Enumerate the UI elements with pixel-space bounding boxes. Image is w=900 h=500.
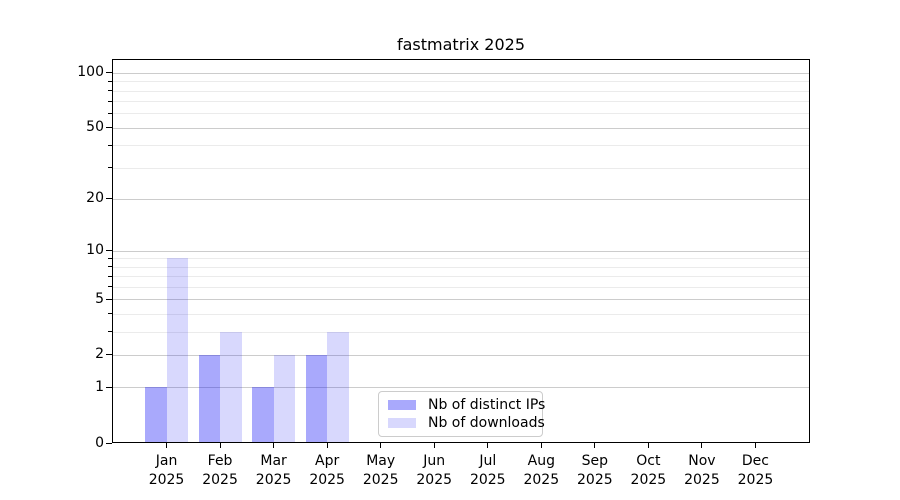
y-minor-tick-80: [108, 90, 112, 92]
y-minor-gridline-4: [113, 313, 809, 315]
bar-ips-apr: [305, 354, 328, 442]
y-minor-gridline-30: [113, 167, 809, 169]
y-minor-tick-7: [108, 275, 112, 277]
y-minor-gridline-8: [113, 266, 809, 268]
y-major-gridline-1: [113, 387, 809, 389]
y-tick-0: [106, 442, 112, 444]
bar-ips-jan: [145, 387, 167, 442]
y-major-gridline-2: [113, 354, 809, 356]
y-tick-label-0: 0: [95, 434, 104, 451]
x-tick-feb: [219, 443, 221, 448]
y-major-gridline-5: [113, 299, 809, 301]
y-tick-label-10: 10: [86, 242, 104, 259]
x-tick-dec: [754, 443, 756, 448]
x-tick-aug: [540, 443, 542, 448]
y-minor-tick-9: [108, 257, 112, 259]
y-minor-tick-6: [108, 286, 112, 288]
x-tick-apr: [326, 443, 328, 448]
x-tick-label-may: May 2025: [362, 453, 399, 488]
y-minor-gridline-7: [113, 276, 809, 278]
x-tick-label-sep: Sep 2025: [577, 453, 613, 488]
bar-downloads-jan: [166, 258, 189, 442]
y-minor-tick-4: [108, 313, 112, 315]
y-major-gridline-50: [113, 127, 809, 129]
y-minor-tick-40: [108, 144, 112, 146]
y-tick-100: [106, 72, 112, 74]
y-tick-label-1: 1: [95, 378, 104, 395]
y-tick-1: [106, 386, 112, 388]
x-tick-jan: [166, 443, 168, 448]
y-tick-label-100: 100: [77, 64, 104, 81]
y-tick-10: [106, 250, 112, 252]
y-minor-gridline-60: [113, 113, 809, 115]
y-minor-gridline-70: [113, 101, 809, 103]
bar-ips-mar: [252, 387, 274, 442]
legend-swatch-distinct-ips: [388, 399, 416, 410]
y-minor-gridline-80: [113, 90, 809, 92]
y-minor-gridline-3: [113, 331, 809, 333]
y-minor-tick-3: [108, 331, 112, 333]
x-tick-label-apr: Apr 2025: [309, 453, 345, 488]
x-tick-label-dec: Dec 2025: [737, 453, 774, 488]
legend-label-downloads: Nb of downloads: [428, 415, 545, 432]
y-minor-gridline-90: [113, 81, 809, 83]
x-tick-label-feb: Feb 2025: [202, 453, 238, 488]
x-tick-label-mar: Mar 2025: [255, 453, 292, 488]
y-tick-2: [106, 354, 112, 356]
y-minor-tick-70: [108, 100, 112, 102]
x-tick-mar: [273, 443, 275, 448]
y-minor-tick-30: [108, 167, 112, 169]
x-tick-label-aug: Aug 2025: [523, 453, 560, 488]
y-tick-label-5: 5: [95, 290, 104, 307]
y-tick-5: [106, 298, 112, 300]
x-tick-may: [380, 443, 382, 448]
x-tick-label-jul: Jul 2025: [469, 453, 506, 488]
x-tick-jul: [487, 443, 489, 448]
y-tick-50: [106, 127, 112, 129]
bar-ips-feb: [198, 354, 221, 442]
legend-swatch-downloads: [388, 418, 416, 429]
y-major-gridline-100: [113, 72, 809, 74]
plot-area: [112, 59, 810, 443]
x-tick-sep: [594, 443, 596, 448]
x-tick-jun: [433, 443, 435, 448]
y-major-gridline-20: [113, 198, 809, 200]
y-major-gridline-10: [113, 250, 809, 252]
x-tick-label-oct: Oct 2025: [630, 453, 667, 488]
y-tick-label-50: 50: [86, 119, 104, 136]
legend: Nb of distinct IPs Nb of downloads: [378, 391, 545, 437]
legend-item-downloads: Nb of downloads: [388, 414, 545, 432]
bar-downloads-mar: [273, 354, 296, 442]
x-tick-oct: [647, 443, 649, 448]
x-tick-label-jun: Jun 2025: [416, 453, 453, 488]
x-tick-label-jan: Jan 2025: [148, 453, 185, 488]
x-tick-nov: [701, 443, 703, 448]
chart-title: fastmatrix 2025: [396, 35, 525, 54]
y-tick-20: [106, 198, 112, 200]
x-tick-label-nov: Nov 2025: [684, 453, 720, 488]
y-minor-gridline-9: [113, 258, 809, 260]
bar-downloads-feb: [220, 331, 242, 442]
y-minor-tick-8: [108, 266, 112, 268]
legend-item-distinct-ips: Nb of distinct IPs: [388, 396, 545, 414]
y-tick-label-20: 20: [86, 190, 104, 207]
bar-downloads-apr: [327, 331, 349, 442]
y-minor-tick-90: [108, 80, 112, 82]
y-minor-gridline-6: [113, 286, 809, 288]
y-tick-label-2: 2: [95, 346, 104, 363]
y-minor-gridline-40: [113, 145, 809, 147]
y-minor-tick-60: [108, 112, 112, 114]
legend-label-distinct-ips: Nb of distinct IPs: [428, 396, 546, 413]
